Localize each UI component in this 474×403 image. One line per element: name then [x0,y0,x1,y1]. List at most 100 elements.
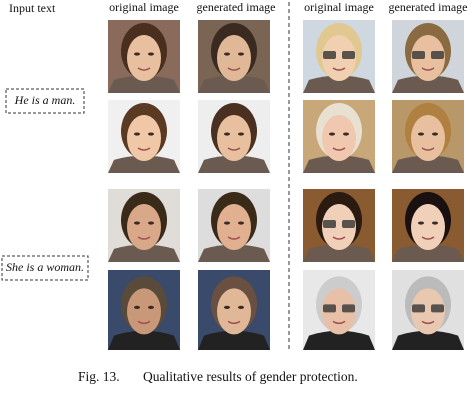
mouth [332,320,346,325]
face-image [108,189,180,262]
face [411,288,445,335]
face [322,204,356,251]
eye [238,305,244,309]
eye [432,221,438,225]
face [322,35,356,82]
glasses [412,304,425,313]
face-image [198,189,270,262]
face-image [303,189,375,262]
mouth [137,320,151,325]
eye [148,221,154,225]
face-image [303,270,375,350]
shoulders [108,75,180,93]
glasses [342,51,355,60]
glasses [342,304,355,313]
eye [224,132,230,136]
mouth [137,236,151,240]
glasses [323,51,336,60]
eye [224,221,230,225]
shoulders [392,330,464,350]
mouth [421,147,435,151]
mouth [137,147,151,151]
face [127,35,161,82]
shoulders [108,330,180,350]
caption-text: Qualitative results of gender protection… [143,369,358,384]
face-image [198,20,270,93]
mouth [421,236,435,240]
shoulders [392,244,464,262]
eye [148,52,154,56]
face [217,35,251,82]
eye [148,132,154,136]
face [322,288,356,335]
mouth [227,67,241,71]
column-header: original image [304,0,374,14]
mouth [227,147,241,151]
shoulders [198,155,270,173]
glasses [431,304,444,313]
eye [134,132,140,136]
eye [238,221,244,225]
face-image [303,100,375,173]
shoulders [198,244,270,262]
mouth [332,67,346,71]
eye [418,132,424,136]
eye [238,52,244,56]
input-label: Input text [9,1,56,15]
input-box [1,255,89,281]
face-image [108,20,180,93]
mouth [332,147,346,151]
face [127,288,161,335]
face-image [303,20,375,93]
mouth [137,67,151,71]
shoulders [392,155,464,173]
column-header: original image [109,0,179,14]
eye [148,305,154,309]
face [411,115,445,162]
mouth [227,320,241,325]
column-header: generated image [389,0,468,14]
mouth [227,236,241,240]
face-image [108,270,180,350]
eye [329,132,335,136]
glasses [342,220,355,229]
shoulders [108,244,180,262]
shoulders [108,155,180,173]
glasses [431,51,444,60]
shoulders [303,244,375,262]
face-image [392,20,464,93]
eye [134,221,140,225]
eye [432,132,438,136]
eye [224,52,230,56]
shoulders [303,75,375,93]
shoulders [303,330,375,350]
face-image [108,100,180,173]
face [411,204,445,251]
face [411,35,445,82]
face [217,204,251,251]
eye [224,305,230,309]
column-header: generated image [197,0,276,14]
shoulders [392,75,464,93]
face [127,115,161,162]
glasses [412,51,425,60]
face [127,204,161,251]
eye [343,132,349,136]
face [217,115,251,162]
shoulders [303,155,375,173]
eye [238,132,244,136]
eye [134,305,140,309]
eye [418,221,424,225]
face-image [198,100,270,173]
glasses [323,304,336,313]
eye [134,52,140,56]
face-image [392,189,464,262]
face-image [392,270,464,350]
input-text: He is a man. [14,93,76,107]
face [322,115,356,162]
image-grid [108,20,464,350]
shoulders [198,330,270,350]
mouth [421,67,435,71]
